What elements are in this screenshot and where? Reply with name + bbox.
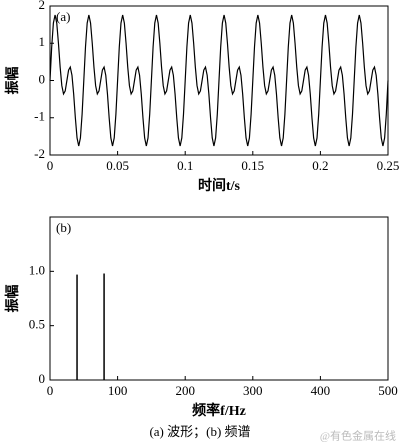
y-tick-label: 2 bbox=[39, 0, 46, 12]
x-tick-label: 0 bbox=[47, 158, 54, 173]
plot-frame bbox=[49, 216, 389, 381]
x-tick-label: 0.2 bbox=[312, 158, 328, 173]
x-tick-label: 300 bbox=[243, 383, 263, 398]
waveform bbox=[49, 14, 389, 147]
panel-label: (a) bbox=[56, 9, 70, 24]
y-tick-label: -2 bbox=[34, 146, 45, 161]
y-axis-label: 振幅 bbox=[4, 67, 21, 95]
y-tick-label: 0 bbox=[39, 371, 46, 386]
x-axis-label: 频率f/Hz bbox=[192, 402, 246, 419]
y-tick-label: 0.5 bbox=[29, 317, 45, 332]
x-tick-label: 200 bbox=[175, 383, 195, 398]
y-tick-label: 0 bbox=[39, 71, 46, 86]
x-tick-label: 0 bbox=[47, 383, 54, 398]
y-tick-label: 1 bbox=[39, 34, 46, 49]
x-tick-label: 500 bbox=[378, 383, 398, 398]
x-tick-label: 100 bbox=[108, 383, 128, 398]
panel-label: (b) bbox=[56, 220, 71, 235]
y-axis-label: 振幅 bbox=[4, 285, 21, 313]
x-tick-label: 0.25 bbox=[377, 158, 400, 173]
watermark: @有色金属在线 bbox=[320, 429, 396, 443]
x-tick-label: 0.1 bbox=[177, 158, 193, 173]
caption: (a) 波形；(b) 频谱 bbox=[149, 424, 250, 440]
y-tick-label: -1 bbox=[34, 109, 45, 124]
y-tick-label: 1.0 bbox=[29, 262, 45, 277]
x-tick-label: 0.15 bbox=[241, 158, 264, 173]
x-tick-label: 400 bbox=[311, 383, 331, 398]
x-axis-label: 时间t/s bbox=[198, 177, 241, 194]
x-tick-label: 0.05 bbox=[106, 158, 129, 173]
